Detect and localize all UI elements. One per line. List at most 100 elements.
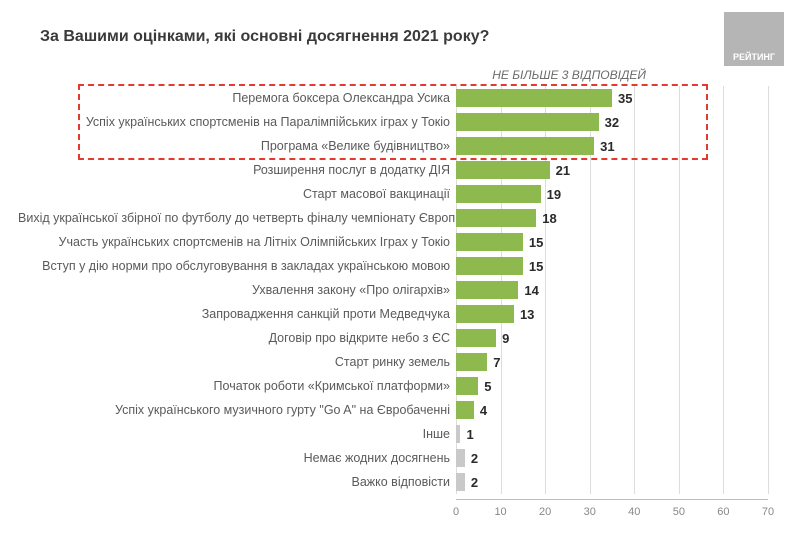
page-title: За Вашими оцінками, які основні досягнен… (40, 28, 489, 46)
row-bar-area: 31 (456, 134, 768, 158)
chart-row: Початок роботи «Кримської платформи» 5 (18, 374, 768, 398)
row-bar-area: 2 (456, 446, 768, 470)
bar-value: 32 (599, 110, 619, 134)
row-bar-area: 35 (456, 86, 768, 110)
row-bar-area: 15 (456, 254, 768, 278)
row-label: Важко відповісти (18, 475, 456, 489)
row-label: Розширення послуг в додатку ДІЯ (18, 163, 456, 177)
bar (456, 257, 523, 275)
bar (456, 89, 612, 107)
bar-value: 4 (474, 398, 487, 422)
row-bar-area: 2 (456, 470, 768, 494)
bar-value: 19 (541, 182, 561, 206)
logo-badge: РЕЙТИНГ (724, 12, 784, 66)
bar-value: 31 (594, 134, 614, 158)
bar-value: 5 (478, 374, 491, 398)
x-tick-label: 0 (453, 506, 459, 518)
chart-row: Успіх українського музичного гурту "Go A… (18, 398, 768, 422)
logo-text: РЕЙТИНГ (733, 52, 775, 62)
chart-row: Ухвалення закону «Про олігархів» 14 (18, 278, 768, 302)
row-label: Початок роботи «Кримської платформи» (18, 379, 456, 393)
bar (456, 137, 594, 155)
bar (456, 161, 550, 179)
bar (456, 329, 496, 347)
chart-row: Розширення послуг в додатку ДІЯ 21 (18, 158, 768, 182)
row-bar-area: 9 (456, 326, 768, 350)
bar-value: 9 (496, 326, 509, 350)
chart-row: Участь українських спортсменів на Літніх… (18, 230, 768, 254)
chart-subtitle: НЕ БІЛЬШЕ 3 ВІДПОВІДЕЙ (492, 68, 646, 82)
bar-value: 7 (487, 350, 500, 374)
bar-value: 14 (518, 278, 538, 302)
page: РЕЙТИНГ За Вашими оцінками, які основні … (0, 0, 796, 545)
chart-row: Програма «Велике будівництво» 31 (18, 134, 768, 158)
chart-row: Договір про відкрите небо з ЄС 9 (18, 326, 768, 350)
bar (456, 281, 518, 299)
x-tick-label: 60 (717, 506, 729, 518)
x-axis: 010203040506070 (456, 499, 768, 527)
row-bar-area: 19 (456, 182, 768, 206)
row-label: Участь українських спортсменів на Літніх… (18, 235, 456, 249)
row-bar-area: 5 (456, 374, 768, 398)
bar-value: 18 (536, 206, 556, 230)
bar (456, 401, 474, 419)
chart-row: Старт ринку земель 7 (18, 350, 768, 374)
row-label: Запровадження санкцій проти Медведчука (18, 307, 456, 321)
row-bar-area: 1 (456, 422, 768, 446)
row-bar-area: 7 (456, 350, 768, 374)
chart-row: Старт масової вакцинації 19 (18, 182, 768, 206)
row-label: Перемога боксера Олександра Усика (18, 91, 456, 105)
row-label: Інше (18, 427, 456, 441)
chart-row: Запровадження санкцій проти Медведчука 13 (18, 302, 768, 326)
row-bar-area: 32 (456, 110, 768, 134)
bar-value: 21 (550, 158, 570, 182)
bar (456, 449, 465, 467)
row-label: Успіх українського музичного гурту "Go A… (18, 403, 456, 417)
x-tick-label: 30 (584, 506, 596, 518)
row-bar-area: 4 (456, 398, 768, 422)
chart-row: Немає жодних досягнень 2 (18, 446, 768, 470)
chart-row: Вихід української збірної по футболу до … (18, 206, 768, 230)
bar (456, 113, 599, 131)
chart-area: Перемога боксера Олександра Усика 35 Успіх… (18, 86, 768, 527)
x-tick-label: 70 (762, 506, 774, 518)
x-tick-label: 10 (494, 506, 506, 518)
row-bar-area: 13 (456, 302, 768, 326)
chart-row: Успіх українських спортсменів на Паралім… (18, 110, 768, 134)
chart-plot: Перемога боксера Олександра Усика 35 Успіх… (18, 86, 768, 494)
row-label: Вихід української збірної по футболу до … (18, 211, 456, 225)
row-label: Вступ у дію норми про обслуговування в з… (18, 259, 456, 273)
bar-value: 35 (612, 86, 632, 110)
row-bar-area: 15 (456, 230, 768, 254)
bar-value: 1 (460, 422, 473, 446)
row-bar-area: 14 (456, 278, 768, 302)
bar-value: 2 (465, 470, 478, 494)
x-tick-label: 50 (673, 506, 685, 518)
gridline (768, 86, 769, 494)
bar (456, 353, 487, 371)
row-label: Ухвалення закону «Про олігархів» (18, 283, 456, 297)
row-label: Старт масової вакцинації (18, 187, 456, 201)
chart-row: Інше 1 (18, 422, 768, 446)
bar (456, 185, 541, 203)
bar-value: 15 (523, 230, 543, 254)
row-label: Договір про відкрите небо з ЄС (18, 331, 456, 345)
row-bar-area: 21 (456, 158, 768, 182)
row-bar-area: 18 (456, 206, 768, 230)
bar (456, 209, 536, 227)
row-label: Успіх українських спортсменів на Паралім… (18, 115, 456, 129)
bar-value: 15 (523, 254, 543, 278)
bar (456, 377, 478, 395)
row-label: Старт ринку земель (18, 355, 456, 369)
chart-row: Важко відповісти 2 (18, 470, 768, 494)
bar-value: 13 (514, 302, 534, 326)
bar-value: 2 (465, 446, 478, 470)
x-tick-label: 40 (628, 506, 640, 518)
x-tick-label: 20 (539, 506, 551, 518)
row-label: Немає жодних досягнень (18, 451, 456, 465)
bar (456, 473, 465, 491)
bar (456, 233, 523, 251)
bar (456, 305, 514, 323)
chart-row: Вступ у дію норми про обслуговування в з… (18, 254, 768, 278)
row-label: Програма «Велике будівництво» (18, 139, 456, 153)
